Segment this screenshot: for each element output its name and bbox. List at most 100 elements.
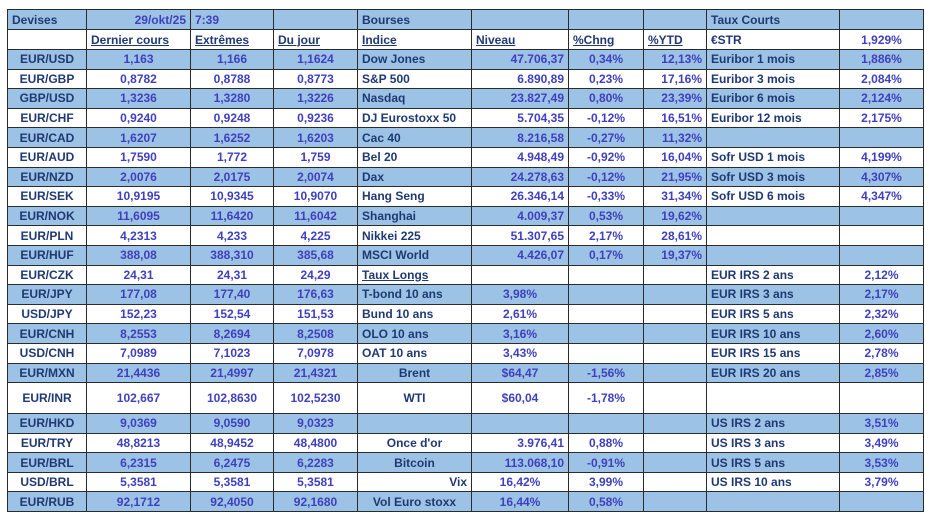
cell-estr-value[interactable]: 1,929% (839, 29, 924, 50)
cell-rate-name[interactable]: Sofr USD 3 mois (706, 166, 840, 188)
cell-rate-name[interactable]: EUR IRS 10 ans (706, 323, 840, 344)
cell-day-price[interactable]: 1,3226 (273, 88, 358, 109)
cell-rate-value[interactable]: 2,78% (839, 342, 924, 364)
cell-index-name[interactable] (357, 413, 472, 434)
cell-extremes[interactable]: 7,1023 (190, 342, 274, 364)
cell-day-price[interactable]: 5,3581 (273, 471, 358, 493)
cell-currency-pair[interactable]: EUR/HKD (7, 413, 87, 434)
cell-index-chng[interactable]: 2,17% (568, 225, 644, 246)
cell-extremes[interactable]: 0,9248 (190, 107, 274, 129)
cell-currency-pair[interactable]: EUR/NOK (7, 205, 87, 227)
col-header-chng[interactable]: %Chng (568, 29, 644, 50)
cell-extremes[interactable]: 10,9345 (190, 186, 274, 207)
cell-extremes[interactable]: 152,54 (190, 303, 274, 325)
cell-last-price[interactable]: 4,2313 (86, 225, 191, 246)
cell-day-price[interactable]: 2,0074 (273, 166, 358, 188)
cell-currency-pair[interactable]: EUR/HUF (7, 244, 87, 266)
cell-index-name[interactable]: Taux Longs (357, 264, 472, 286)
cell-currency-pair[interactable]: EUR/INR (7, 382, 87, 415)
cell-rate-name[interactable]: US IRS 2 ans (706, 413, 840, 434)
cell-blank[interactable] (7, 29, 87, 50)
cell-index-ytd[interactable] (643, 413, 707, 434)
cell-currency-pair[interactable]: GBP/USD (7, 88, 87, 109)
cell-rate-name[interactable] (706, 225, 840, 246)
cell-blank[interactable] (839, 9, 924, 30)
cell-last-price[interactable]: 1,7590 (86, 146, 191, 168)
cell-last-price[interactable]: 1,163 (86, 49, 191, 70)
cell-index-name[interactable]: Dax (357, 166, 472, 188)
cell-index-chng[interactable]: 0,23% (568, 68, 644, 90)
cell-extremes[interactable]: 388,310 (190, 244, 274, 266)
cell-rate-name[interactable]: EUR IRS 15 ans (706, 342, 840, 364)
cell-index-name[interactable]: Bel 20 (357, 146, 472, 168)
cell-last-price[interactable]: 11,6095 (86, 205, 191, 227)
cell-extremes[interactable]: 0,8788 (190, 68, 274, 90)
cell-index-chng[interactable]: -0,12% (568, 166, 644, 188)
cell-day-price[interactable]: 0,9236 (273, 107, 358, 129)
cell-day-price[interactable]: 1,759 (273, 146, 358, 168)
cell-rate-name[interactable]: EUR IRS 2 ans (706, 264, 840, 286)
cell-index-name[interactable]: WTI (357, 382, 472, 415)
cell-last-price[interactable]: 48,8213 (86, 432, 191, 454)
cell-rate-name[interactable]: EUR IRS 20 ans (706, 362, 840, 384)
cell-day-price[interactable]: 8,2508 (273, 323, 358, 344)
cell-index-chng[interactable]: 3,99% (568, 471, 644, 493)
cell-extremes[interactable]: 21,4997 (190, 362, 274, 384)
cell-day-price[interactable]: 1,1624 (273, 49, 358, 70)
cell-index-chng[interactable] (568, 264, 644, 286)
cell-index-level[interactable]: 6.890,89 (471, 68, 569, 90)
cell-index-name[interactable]: DJ Eurostoxx 50 (357, 107, 472, 129)
cell-index-level[interactable]: 2,61% (471, 303, 569, 325)
cell-rate-value[interactable] (839, 205, 924, 227)
cell-last-price[interactable]: 388,08 (86, 244, 191, 266)
cell-last-price[interactable]: 0,9240 (86, 107, 191, 129)
cell-index-ytd[interactable]: 21,95% (643, 166, 707, 188)
cell-rate-name[interactable]: EUR IRS 5 ans (706, 303, 840, 325)
cell-extremes[interactable]: 9,0590 (190, 413, 274, 434)
cell-currency-pair[interactable]: EUR/SEK (7, 186, 87, 207)
cell-currency-pair[interactable]: USD/BRL (7, 471, 87, 493)
cell-extremes[interactable]: 1,6252 (190, 127, 274, 148)
cell-index-level[interactable]: 16,42% (471, 471, 569, 493)
cell-estr-label[interactable]: €STR (706, 29, 840, 50)
cell-index-ytd[interactable]: 19,62% (643, 205, 707, 227)
cell-index-name[interactable]: Bitcoin (357, 452, 472, 473)
cell-time[interactable]: 7:39 (190, 9, 274, 30)
col-header-niveau[interactable]: Niveau (471, 29, 569, 50)
cell-day-price[interactable]: 11,6042 (273, 205, 358, 227)
cell-index-ytd[interactable]: 16,51% (643, 107, 707, 129)
cell-rate-name[interactable]: Euribor 6 mois (706, 88, 840, 109)
cell-index-name[interactable]: Hang Seng (357, 186, 472, 207)
cell-rate-value[interactable]: 2,12% (839, 264, 924, 286)
cell-extremes[interactable]: 8,2694 (190, 323, 274, 344)
cell-index-ytd[interactable] (643, 323, 707, 344)
cell-blank[interactable] (568, 9, 644, 30)
cell-index-name[interactable]: Nasdaq (357, 88, 472, 109)
cell-index-ytd[interactable] (643, 264, 707, 286)
cell-extremes[interactable]: 92,4050 (190, 491, 274, 512)
cell-currency-pair[interactable]: EUR/GBP (7, 68, 87, 90)
cell-day-price[interactable]: 176,63 (273, 284, 358, 305)
cell-index-level[interactable]: 3,43% (471, 342, 569, 364)
cell-day-price[interactable]: 385,68 (273, 244, 358, 266)
cell-extremes[interactable]: 2,0175 (190, 166, 274, 188)
cell-index-name[interactable]: Once d'or (357, 432, 472, 454)
cell-currency-pair[interactable]: EUR/CHF (7, 107, 87, 129)
col-header-dernier-cours[interactable]: Dernier cours (86, 29, 191, 50)
cell-index-ytd[interactable] (643, 382, 707, 415)
cell-rate-value[interactable]: 2,32% (839, 303, 924, 325)
cell-day-price[interactable]: 9,0323 (273, 413, 358, 434)
cell-extremes[interactable]: 102,8630 (190, 382, 274, 415)
cell-index-chng[interactable] (568, 323, 644, 344)
cell-index-level[interactable]: 16,44% (471, 491, 569, 512)
cell-last-price[interactable]: 24,31 (86, 264, 191, 286)
cell-index-chng[interactable]: 0,80% (568, 88, 644, 109)
cell-currency-pair[interactable]: EUR/BRL (7, 452, 87, 473)
cell-index-name[interactable]: S&P 500 (357, 68, 472, 90)
cell-index-name[interactable]: Brent (357, 362, 472, 384)
cell-currency-pair[interactable]: EUR/MXN (7, 362, 87, 384)
cell-rate-name[interactable] (706, 244, 840, 266)
cell-currency-pair[interactable]: EUR/USD (7, 49, 87, 70)
cell-index-ytd[interactable] (643, 471, 707, 493)
cell-currency-pair[interactable]: EUR/AUD (7, 146, 87, 168)
